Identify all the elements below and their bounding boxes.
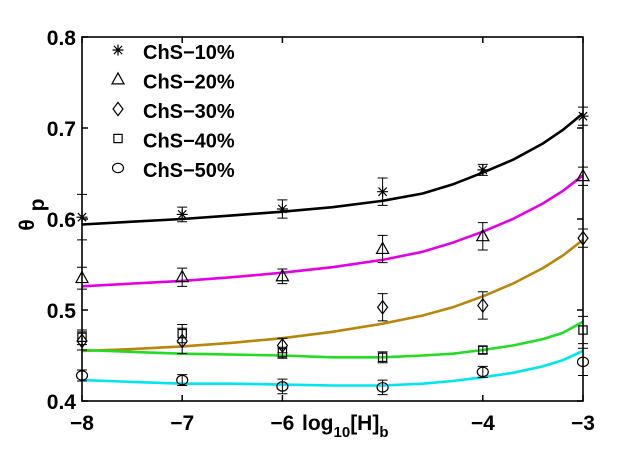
data-point-star	[477, 164, 489, 176]
error-bar	[477, 222, 488, 251]
data-point-diamond	[376, 299, 389, 315]
data-point-square	[377, 352, 388, 363]
data-point-circle	[376, 382, 389, 393]
legend-label: ChS−50%	[143, 160, 235, 182]
data-point-star	[377, 186, 389, 198]
legend-marker-triangle	[110, 71, 126, 85]
data-point-triangle	[375, 241, 390, 255]
data-point-triangle	[275, 268, 290, 282]
legend-marker-square	[113, 133, 123, 144]
data-point-square	[277, 348, 288, 358]
legend-label: ChS−40%	[143, 131, 235, 153]
y-tick-label: 0.8	[47, 27, 77, 50]
error-bar	[377, 293, 388, 322]
fit-line-series-5	[81, 349, 584, 387]
legend-label: ChS−10%	[143, 42, 235, 64]
data-point-circle	[276, 381, 289, 392]
y-axis-label: θ p	[16, 199, 49, 231]
legend-label: ChS−30%	[143, 101, 235, 123]
legend-marker-diamond	[112, 101, 124, 117]
error-bar	[477, 291, 488, 320]
data-point-triangle	[175, 269, 190, 283]
data-point-diamond	[276, 337, 289, 354]
x-tick-label: −3	[571, 412, 595, 435]
x-tick-label: −6	[270, 412, 294, 435]
data-point-diamond	[477, 297, 489, 314]
data-point-circle	[476, 366, 489, 378]
fit-line-series-3	[81, 238, 584, 353]
error-bar	[477, 365, 488, 378]
fit-line-series-1	[81, 112, 584, 226]
data-point-star	[276, 203, 288, 215]
legend-label: ChS−20%	[143, 72, 235, 94]
y-tick-label: 0.5	[47, 300, 77, 323]
x-tick-label: −8	[70, 412, 94, 435]
svg-text:θ: θ	[16, 219, 39, 230]
data-point-diamond	[176, 333, 188, 349]
data-point-circle	[176, 374, 189, 386]
legend-marker-star	[112, 44, 124, 56]
fit-line-series-4	[81, 320, 584, 359]
y-tick-label: 0.6	[47, 209, 76, 232]
error-bar	[177, 374, 188, 387]
data-point-star	[176, 208, 188, 220]
data-point-triangle	[475, 228, 490, 242]
fit-line-series-2	[81, 174, 584, 288]
x-axis-label: log10[H]b	[302, 412, 389, 441]
svg-text:p: p	[26, 199, 49, 212]
y-tick-label: 0.7	[47, 118, 76, 141]
legend-marker-circle	[111, 162, 125, 174]
x-tick-label: −7	[170, 412, 194, 435]
error-bar	[377, 234, 388, 264]
x-tick-label: −4	[471, 412, 495, 435]
data-point-square	[177, 328, 187, 339]
data-point-square	[478, 345, 488, 355]
y-tick-label: 0.4	[47, 391, 77, 414]
